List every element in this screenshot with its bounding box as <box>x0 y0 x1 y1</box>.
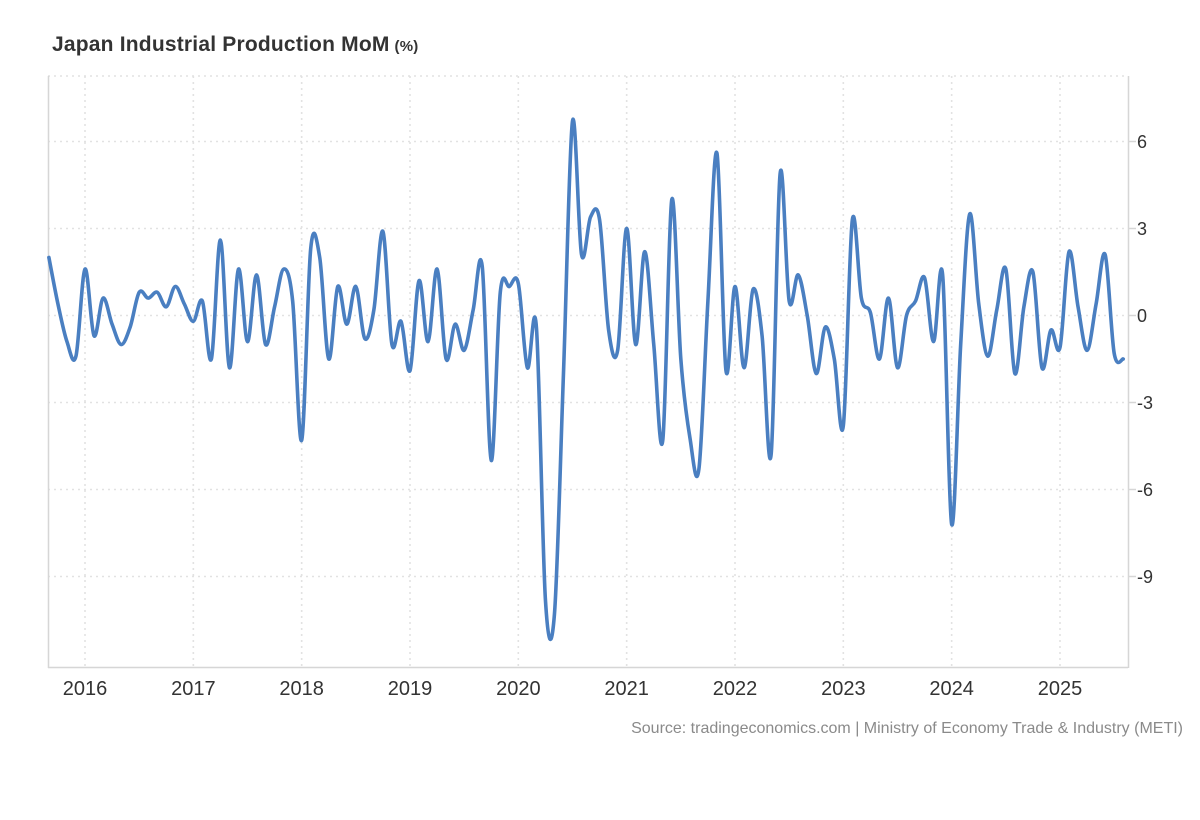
chart-title-unit: (%) <box>394 38 419 55</box>
x-axis-label-2020: 2020 <box>496 678 541 700</box>
y-axis-label--6: -6 <box>1137 479 1154 500</box>
x-axis-label-2019: 2019 <box>387 678 433 700</box>
chart-title-text: Japan Industrial Production MoM <box>52 33 390 56</box>
x-axis-label-2016: 2016 <box>62 678 108 700</box>
x-axis-label-2025: 2025 <box>1037 678 1083 700</box>
x-axis-label-2024: 2024 <box>929 678 974 700</box>
x-axis-label-2021: 2021 <box>604 678 649 700</box>
y-axis-label--9: -9 <box>1137 566 1154 587</box>
y-axis-label-6: 6 <box>1137 131 1148 152</box>
source-credit: Source: tradingeconomics.com | Ministry … <box>631 720 1183 737</box>
plot-area[interactable] <box>47 75 1140 669</box>
y-axis-label-0: 0 <box>1137 305 1148 326</box>
y-axis-label--3: -3 <box>1137 392 1154 413</box>
x-axis-label-2017: 2017 <box>171 678 216 700</box>
x-axis-label-2023: 2023 <box>821 678 866 700</box>
x-axis-label-2022: 2022 <box>712 678 758 700</box>
chart-title: Japan Industrial Production MoM (%) <box>52 33 418 57</box>
x-axis-label-2018: 2018 <box>279 678 324 700</box>
y-axis-label-3: 3 <box>1137 218 1148 239</box>
series-line[interactable] <box>47 117 1125 641</box>
line-chart-canvas[interactable] <box>47 75 1140 669</box>
